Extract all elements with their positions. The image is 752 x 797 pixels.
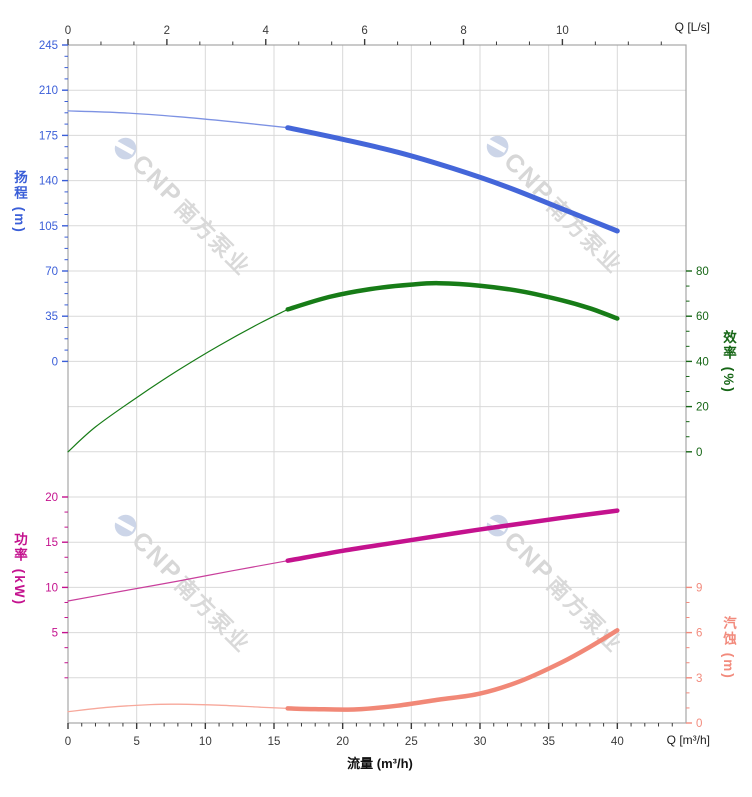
x-tick-label: 15 <box>268 736 281 748</box>
head-axis <box>62 44 68 363</box>
head-tick-label: 105 <box>39 221 58 233</box>
efficiency-tick-label: 60 <box>696 311 709 323</box>
head-tick-label: 245 <box>39 40 58 52</box>
power-curve-duty-segment <box>285 508 620 563</box>
efficiency-curve-thin-segment <box>67 308 289 453</box>
x-axis-bottom: 0 5 10 15 20 25 30 35 40 <box>65 723 673 748</box>
head-tick-label: 35 <box>45 311 58 323</box>
x-tick-label: 10 <box>199 736 212 748</box>
power-curve-thin-segment <box>67 560 289 602</box>
efficiency-curve-duty-segment <box>285 280 620 321</box>
x-top-tick-label: 4 <box>263 25 270 37</box>
efficiency-axis <box>686 270 692 453</box>
head-tick-label: 140 <box>39 176 58 188</box>
power-tick-label: 10 <box>45 582 58 594</box>
efficiency-tick-label: 20 <box>696 402 709 414</box>
head-tick-label: 70 <box>45 266 58 278</box>
top-axis-unit-label: Q [L/s] <box>674 20 710 34</box>
efficiency-tick-label: 80 <box>696 266 709 278</box>
npsh-axis <box>686 586 692 724</box>
npsh-tick-label: 9 <box>696 582 702 594</box>
efficiency-tick-label: 0 <box>696 447 702 459</box>
x-tick-label: 0 <box>65 736 71 748</box>
head-curve-thin-segment <box>67 110 289 129</box>
power-curve <box>67 508 620 602</box>
npsh-axis-title: 汽蚀 (m) <box>721 616 736 680</box>
plot-frame <box>67 44 687 724</box>
efficiency-curve <box>67 280 620 453</box>
head-tick-label: 175 <box>39 130 58 142</box>
power-tick-label: 15 <box>45 537 58 549</box>
x-top-tick-label: 6 <box>361 25 367 37</box>
flow-axis-title: 流量 (m³/h) <box>347 756 413 771</box>
head-axis-title: 扬程 (m) <box>12 170 27 234</box>
npsh-tick-label: 0 <box>696 718 702 730</box>
npsh-tick-label: 3 <box>696 673 702 685</box>
bottom-axis-unit-label: Q [m³/h] <box>666 733 710 747</box>
x-top-tick-label: 2 <box>164 25 170 37</box>
npsh-curve-duty-segment <box>285 628 620 712</box>
grid <box>68 45 686 723</box>
power-axis-title: 功率 (kW) <box>12 532 27 606</box>
x-tick-label: 25 <box>405 736 418 748</box>
x-tick-label: 5 <box>133 736 139 748</box>
efficiency-tick-label: 40 <box>696 356 709 368</box>
power-tick-label: 5 <box>52 628 58 640</box>
x-tick-label: 40 <box>611 736 624 748</box>
x-top-tick-label: 10 <box>556 25 569 37</box>
x-tick-label: 30 <box>474 736 487 748</box>
npsh-curve-thin-segment <box>67 703 289 713</box>
power-axis <box>62 496 68 679</box>
x-top-tick-label: 8 <box>460 25 466 37</box>
npsh-tick-label: 6 <box>696 628 702 640</box>
head-tick-label: 0 <box>52 356 58 368</box>
x-top-tick-label: 0 <box>65 25 71 37</box>
head-curve <box>67 110 620 234</box>
power-tick-label: 20 <box>45 492 58 504</box>
head-curve-duty-segment <box>285 125 620 234</box>
x-tick-label: 35 <box>542 736 555 748</box>
head-tick-label: 210 <box>39 85 58 97</box>
efficiency-axis-title: 效率 (%) <box>721 330 736 394</box>
npsh-curve <box>67 628 620 713</box>
x-axis-top <box>67 39 662 45</box>
x-tick-label: 20 <box>336 736 349 748</box>
